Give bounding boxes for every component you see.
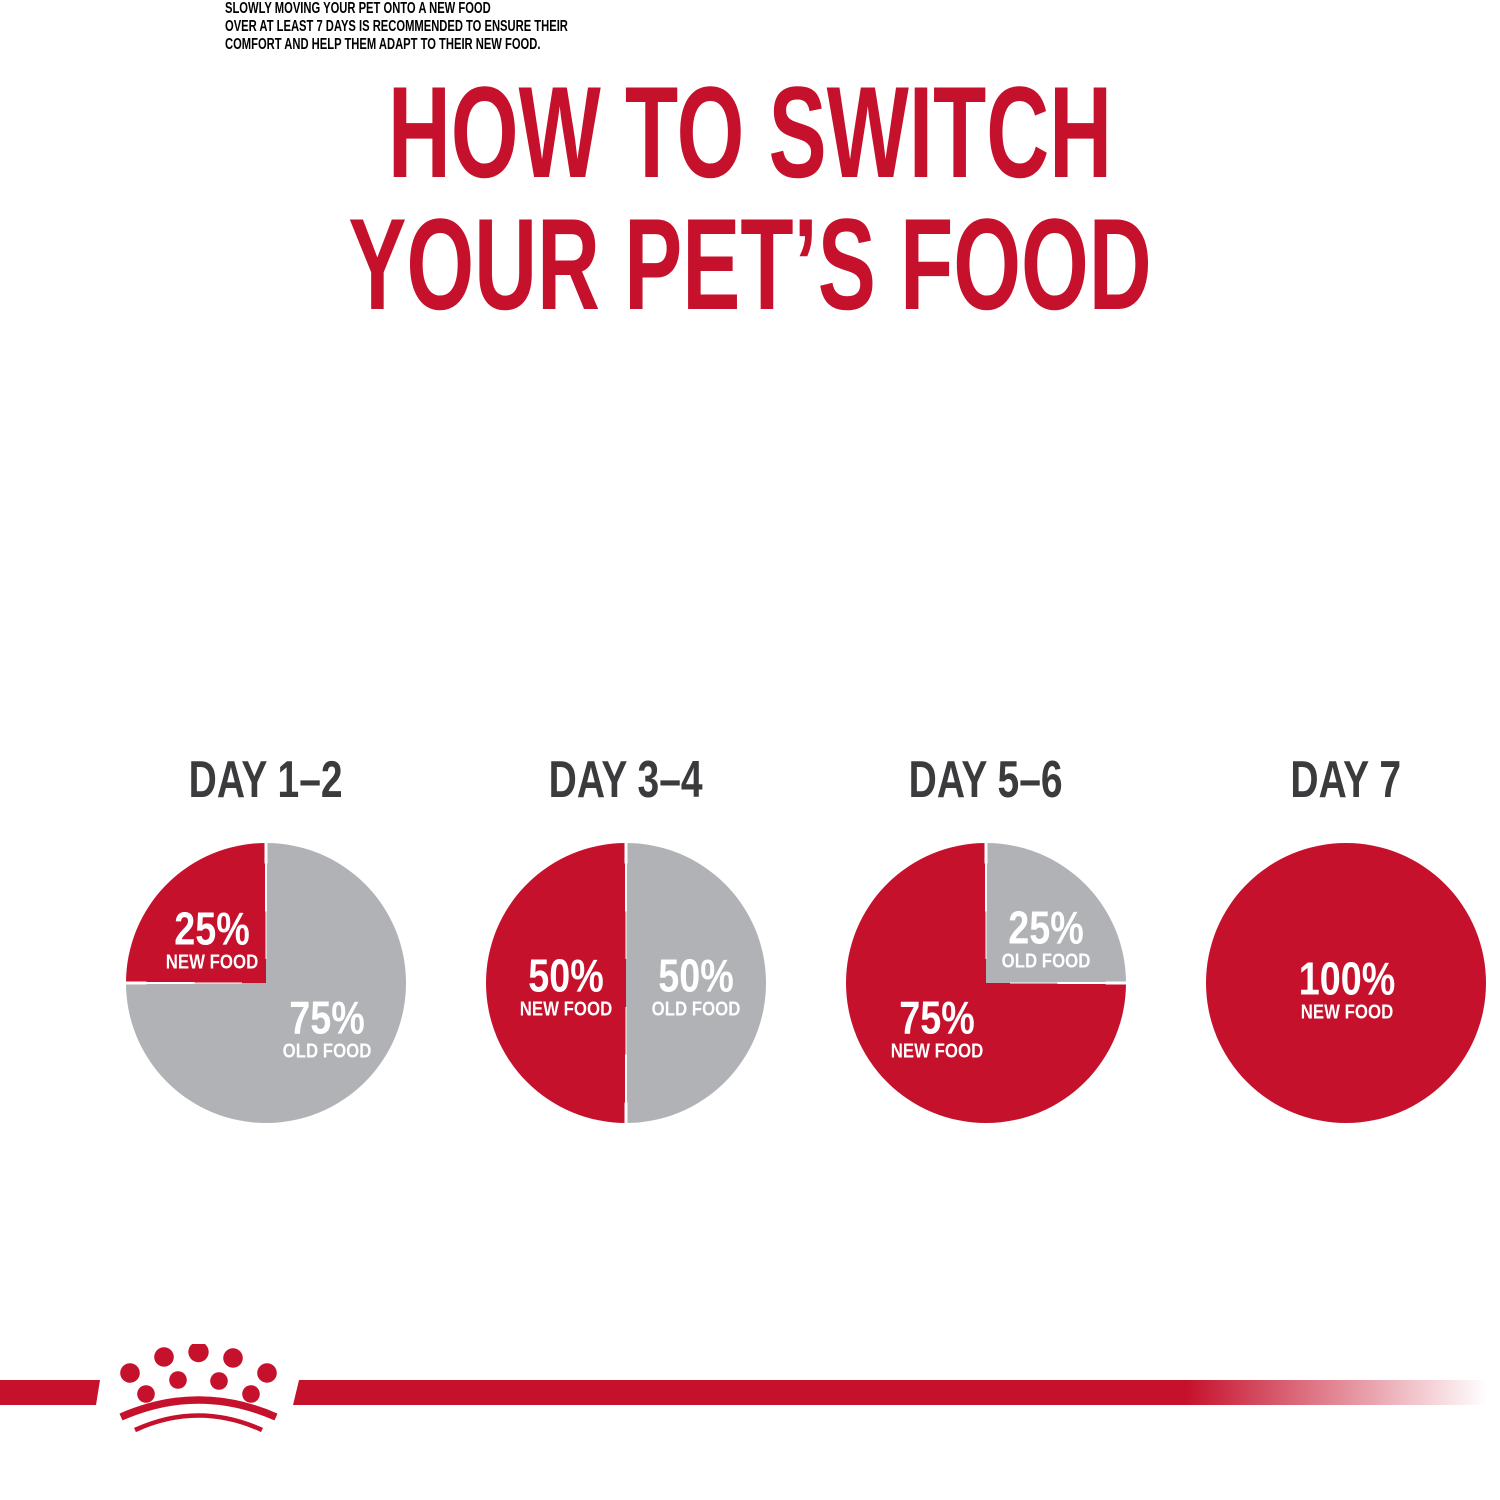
pie-slice-label: 50% OLD FOOD [642, 949, 750, 1021]
day-column: DAY 7 100% NEW FOOD [1166, 750, 1500, 1123]
page-title: HOW TO SWITCH YOUR PET’S FOOD [0, 66, 1500, 330]
slice-food-label: OLD FOOD [282, 1039, 372, 1063]
slice-percent: 25% [174, 902, 250, 955]
transition-charts-row: DAY 1–2 25% NEW FOOD 75% OLD FOOD DAY 3–4 5… [86, 750, 1500, 1123]
slice-percent: 50% [658, 949, 734, 1002]
pie-slice-label: 50% NEW FOOD [510, 949, 623, 1021]
day-column: DAY 5–6 25% OLD FOOD 75% NEW FOOD [806, 750, 1166, 1123]
slice-food-label: NEW FOOD [165, 950, 259, 974]
pie-chart: 25% OLD FOOD 75% NEW FOOD [846, 843, 1126, 1123]
slice-percent: 75% [898, 991, 975, 1044]
day-label: DAY 3–4 [549, 751, 703, 809]
subtitle-line-2: OVER AT LEAST 7 DAYS IS RECOMMENDED TO E… [225, 18, 568, 35]
subtitle-line-3: COMFORT AND HELP THEM ADAPT TO THEIR NEW… [225, 36, 541, 53]
pie-slice-label: 25% NEW FOOD [156, 902, 269, 974]
slice-food-label: OLD FOOD [651, 997, 741, 1021]
pie-slice-label: 25% OLD FOOD [992, 901, 1100, 973]
day-label: DAY 7 [1290, 751, 1402, 809]
pie-chart: 25% NEW FOOD 75% OLD FOOD [126, 843, 406, 1123]
slice-percent: 50% [528, 949, 604, 1002]
footer-red-band-left [0, 1380, 100, 1405]
page-title-line-1: HOW TO SWITCH [387, 59, 1113, 205]
pie-slice-label: 75% NEW FOOD [880, 991, 993, 1063]
subtitle-line-1: SLOWLY MOVING YOUR PET ONTO A NEW FOOD [225, 0, 491, 17]
day-label: DAY 1–2 [189, 751, 343, 809]
royal-canin-crown-logo [119, 1344, 278, 1433]
pie-slice-label: 100% NEW FOOD [1288, 952, 1406, 1024]
pie-slice-label: 75% OLD FOOD [273, 991, 381, 1063]
footer-red-band-right [293, 1380, 1500, 1405]
slice-food-label: NEW FOOD [519, 997, 613, 1021]
day-column: DAY 1–2 25% NEW FOOD 75% OLD FOOD [86, 750, 446, 1123]
slice-food-label: OLD FOOD [1001, 949, 1091, 973]
slice-percent: 100% [1298, 952, 1395, 1005]
slice-percent: 75% [289, 991, 365, 1044]
day-column: DAY 3–4 50% NEW FOOD 50% OLD FOOD [446, 750, 806, 1123]
slice-percent: 25% [1008, 901, 1084, 954]
pie-chart: 50% NEW FOOD 50% OLD FOOD [486, 843, 766, 1123]
day-label: DAY 5–6 [909, 751, 1063, 809]
pie-chart: 100% NEW FOOD [1206, 843, 1486, 1123]
slice-food-label: NEW FOOD [1300, 1000, 1393, 1024]
slice-food-label: NEW FOOD [890, 1039, 983, 1063]
page-title-line-2: YOUR PET’S FOOD [348, 191, 1152, 337]
